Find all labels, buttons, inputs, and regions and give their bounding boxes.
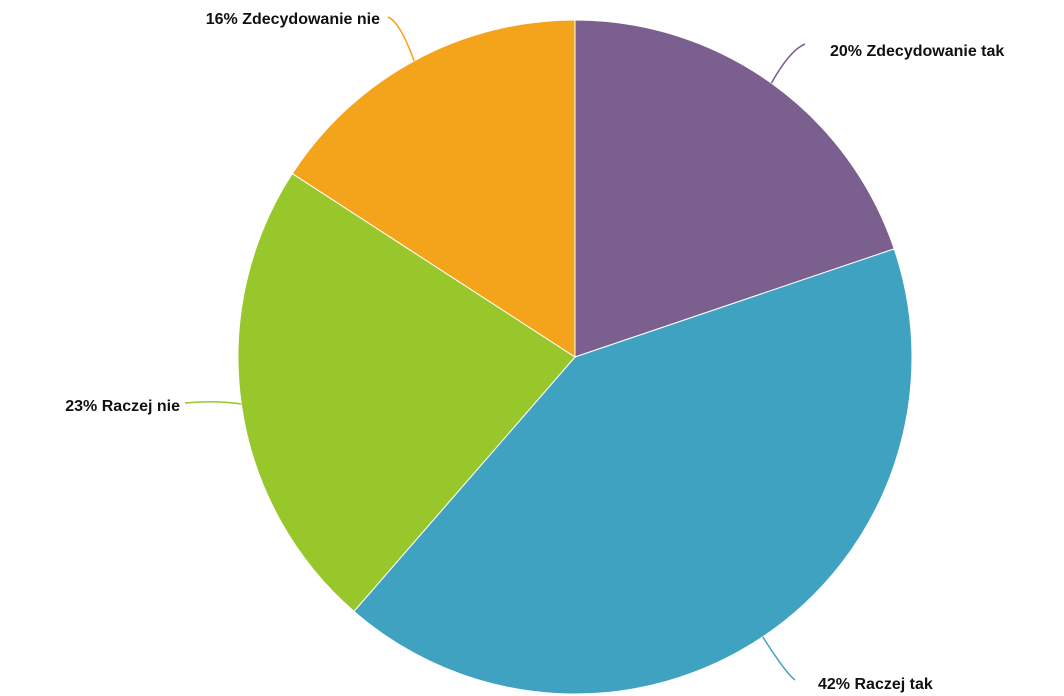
value-label: 42%: [818, 676, 850, 693]
category-label: Zdecydowanie tak: [866, 43, 1004, 60]
category-label: Raczej tak: [854, 676, 932, 693]
data-label: 42% Raczej tak: [818, 676, 933, 693]
data-label: 16% Zdecydowanie nie: [206, 11, 380, 28]
data-label: 20% Zdecydowanie tak: [830, 43, 1004, 60]
value-label: 23%: [65, 398, 97, 415]
leader-line: [770, 43, 806, 84]
pie-slice: [237, 172, 576, 613]
category-label: Zdecydowanie nie: [242, 11, 380, 28]
data-label: 23% Raczej nie: [65, 398, 180, 415]
category-label: Raczej nie: [102, 398, 180, 415]
leader-line: [387, 16, 415, 62]
leader-line: [184, 400, 242, 405]
value-label: 16%: [206, 11, 238, 28]
leader-line: [762, 636, 796, 681]
value-label: 20%: [830, 43, 862, 60]
